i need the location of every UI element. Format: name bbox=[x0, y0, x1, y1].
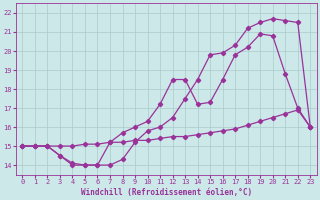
X-axis label: Windchill (Refroidissement éolien,°C): Windchill (Refroidissement éolien,°C) bbox=[81, 188, 252, 197]
